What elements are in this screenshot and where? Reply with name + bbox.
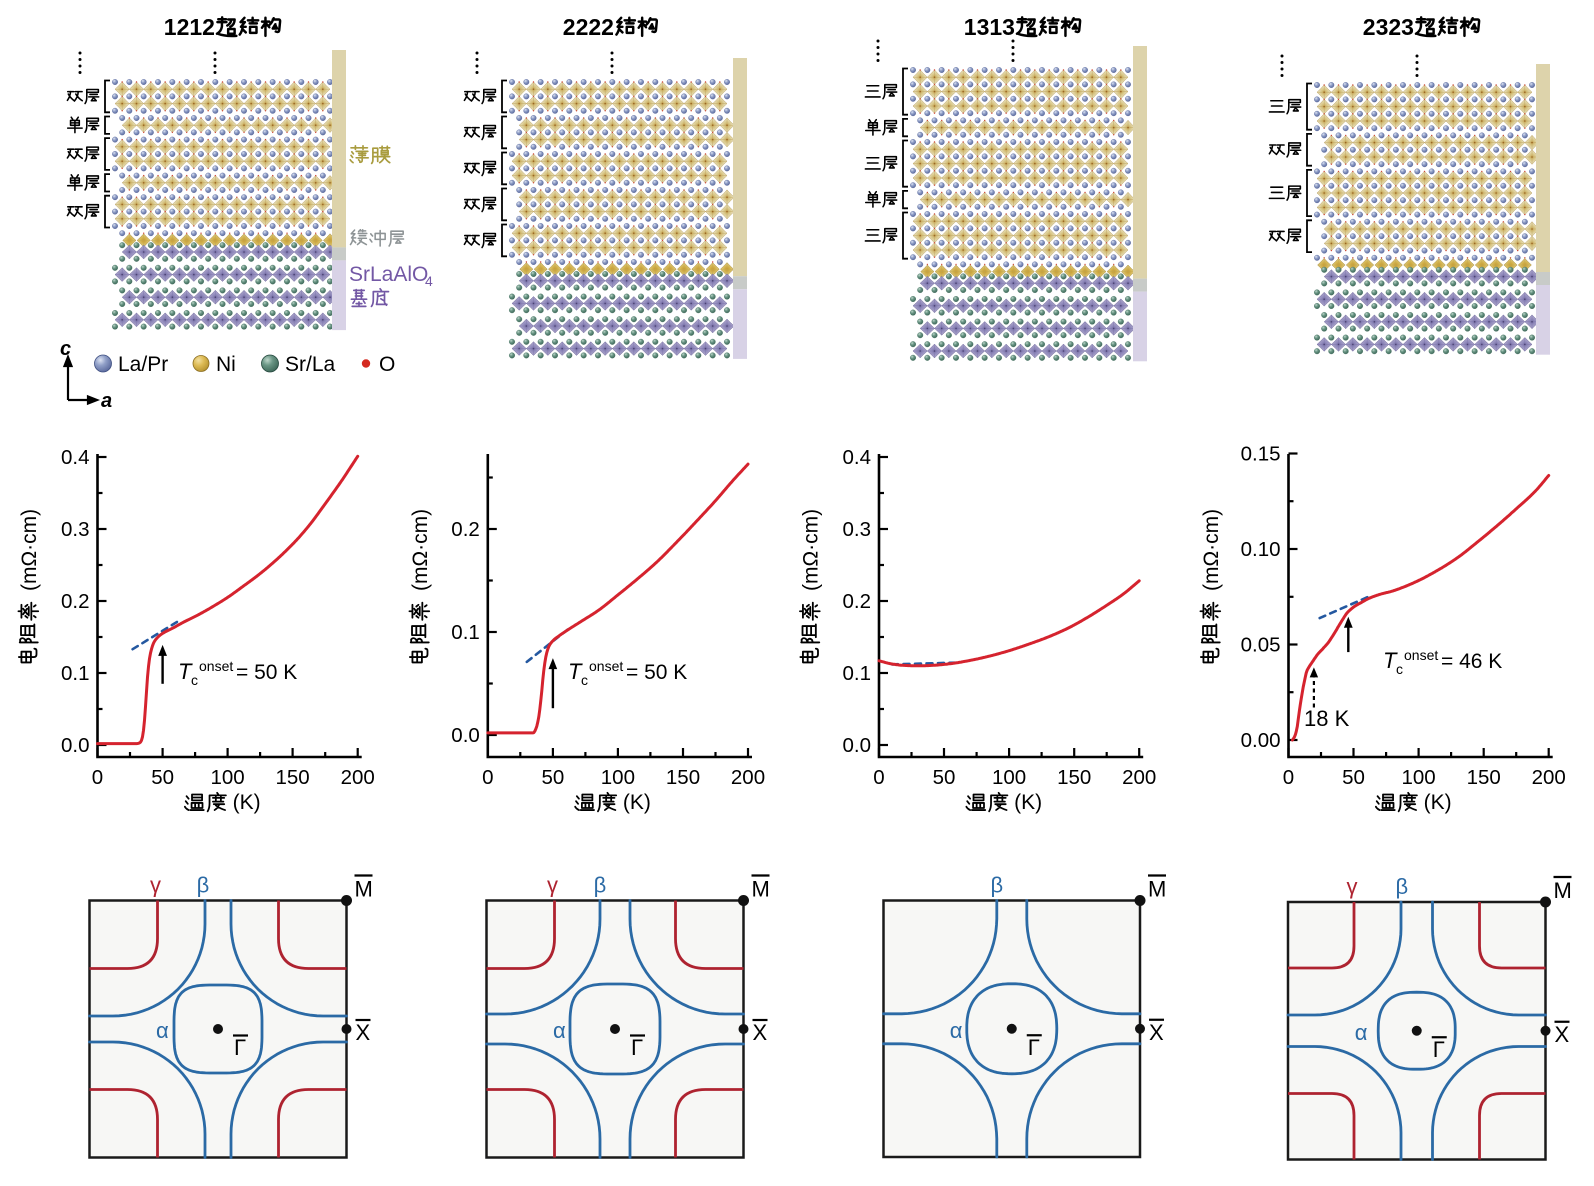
svg-text:0: 0 (873, 766, 884, 789)
svg-text:M: M (1148, 877, 1166, 902)
svg-text:α: α (156, 1018, 169, 1043)
svg-text:β: β (594, 873, 607, 898)
svg-text:Γ: Γ (234, 1035, 246, 1060)
svg-text:SrLaAlO: SrLaAlO (349, 263, 428, 286)
svg-text:X: X (356, 1020, 371, 1045)
svg-text:0.1: 0.1 (451, 621, 480, 644)
svg-text:O: O (379, 353, 395, 376)
svg-text:(mΩ·cm): (mΩ·cm) (1200, 509, 1223, 591)
svg-text:0.0: 0.0 (451, 724, 480, 747)
svg-text:0.4: 0.4 (843, 446, 872, 469)
svg-text:La/Pr: La/Pr (118, 353, 168, 376)
svg-text:(mΩ·cm): (mΩ·cm) (18, 509, 41, 591)
svg-text:200: 200 (1122, 766, 1156, 789)
svg-text:200: 200 (341, 766, 375, 789)
svg-text:0.0: 0.0 (61, 734, 90, 757)
svg-text:= 50 K: = 50 K (626, 661, 687, 684)
svg-text:c: c (60, 338, 71, 360)
svg-text:150: 150 (275, 766, 309, 789)
svg-text:M: M (355, 877, 373, 902)
svg-text:M: M (752, 877, 770, 902)
svg-text:(K): (K) (233, 791, 261, 814)
svg-text:M: M (1554, 878, 1572, 903)
svg-text:c: c (191, 672, 198, 688)
svg-text:Sr/La: Sr/La (285, 353, 336, 376)
svg-text:50: 50 (933, 766, 956, 789)
svg-text:β: β (1395, 874, 1408, 899)
svg-text:T: T (568, 659, 583, 684)
svg-text:X: X (1555, 1022, 1570, 1047)
svg-text:α: α (950, 1018, 963, 1043)
svg-text:Γ: Γ (631, 1035, 643, 1060)
svg-text:Γ: Γ (1028, 1035, 1040, 1060)
svg-text:(K): (K) (1424, 791, 1452, 814)
svg-text:0.15: 0.15 (1241, 443, 1281, 466)
svg-text:100: 100 (1401, 766, 1435, 789)
svg-text:T: T (178, 659, 193, 684)
svg-text:0.2: 0.2 (61, 590, 90, 613)
svg-text:γ: γ (1347, 874, 1358, 899)
svg-text:β: β (990, 873, 1003, 898)
svg-text:0.1: 0.1 (61, 662, 90, 685)
svg-text:150: 150 (1467, 766, 1501, 789)
svg-text:(mΩ·cm): (mΩ·cm) (800, 509, 823, 591)
svg-text:c: c (581, 672, 588, 688)
svg-text:(mΩ·cm): (mΩ·cm) (409, 509, 432, 591)
svg-text:150: 150 (666, 766, 700, 789)
svg-text:0.0: 0.0 (843, 734, 872, 757)
svg-text:= 46 K: = 46 K (1441, 650, 1502, 673)
svg-text:100: 100 (210, 766, 244, 789)
svg-text:onset: onset (589, 658, 623, 674)
svg-text:X: X (753, 1020, 768, 1045)
svg-text:onset: onset (1404, 647, 1438, 663)
svg-text:0.10: 0.10 (1241, 538, 1281, 561)
svg-text:α: α (553, 1018, 566, 1043)
svg-text:100: 100 (601, 766, 635, 789)
svg-text:γ: γ (547, 873, 558, 898)
svg-text:Γ: Γ (1433, 1037, 1445, 1062)
svg-text:0.3: 0.3 (843, 518, 872, 541)
svg-text:1313: 1313 (964, 14, 1015, 40)
svg-text:0.1: 0.1 (843, 662, 872, 685)
svg-text:0.2: 0.2 (451, 518, 480, 541)
svg-text:γ: γ (150, 873, 161, 898)
svg-text:4: 4 (425, 273, 433, 289)
svg-text:150: 150 (1057, 766, 1091, 789)
svg-text:c: c (1396, 661, 1403, 677)
svg-text:0.2: 0.2 (843, 590, 872, 613)
svg-text:α: α (1355, 1020, 1368, 1045)
svg-text:2323: 2323 (1363, 14, 1414, 40)
svg-text:onset: onset (199, 658, 233, 674)
svg-text:0.3: 0.3 (61, 518, 90, 541)
svg-text:200: 200 (731, 766, 765, 789)
svg-text:0: 0 (1283, 766, 1294, 789)
svg-text:T: T (1383, 648, 1398, 673)
svg-text:β: β (197, 873, 210, 898)
svg-text:50: 50 (151, 766, 174, 789)
svg-text:X: X (1149, 1020, 1164, 1045)
svg-text:(K): (K) (623, 791, 651, 814)
svg-text:200: 200 (1532, 766, 1566, 789)
svg-text:1212: 1212 (164, 14, 215, 40)
svg-text:= 50 K: = 50 K (236, 661, 297, 684)
svg-text:0.4: 0.4 (61, 446, 90, 469)
svg-text:18 K: 18 K (1304, 706, 1350, 731)
svg-text:2222: 2222 (563, 14, 614, 40)
svg-text:50: 50 (541, 766, 564, 789)
svg-text:a: a (101, 390, 112, 412)
svg-text:0: 0 (482, 766, 493, 789)
svg-text:Ni: Ni (216, 353, 236, 376)
svg-text:0: 0 (92, 766, 103, 789)
svg-text:50: 50 (1342, 766, 1365, 789)
svg-text:0.00: 0.00 (1241, 729, 1281, 752)
svg-text:100: 100 (992, 766, 1026, 789)
svg-text:0.05: 0.05 (1241, 634, 1281, 657)
svg-text:(K): (K) (1014, 791, 1042, 814)
